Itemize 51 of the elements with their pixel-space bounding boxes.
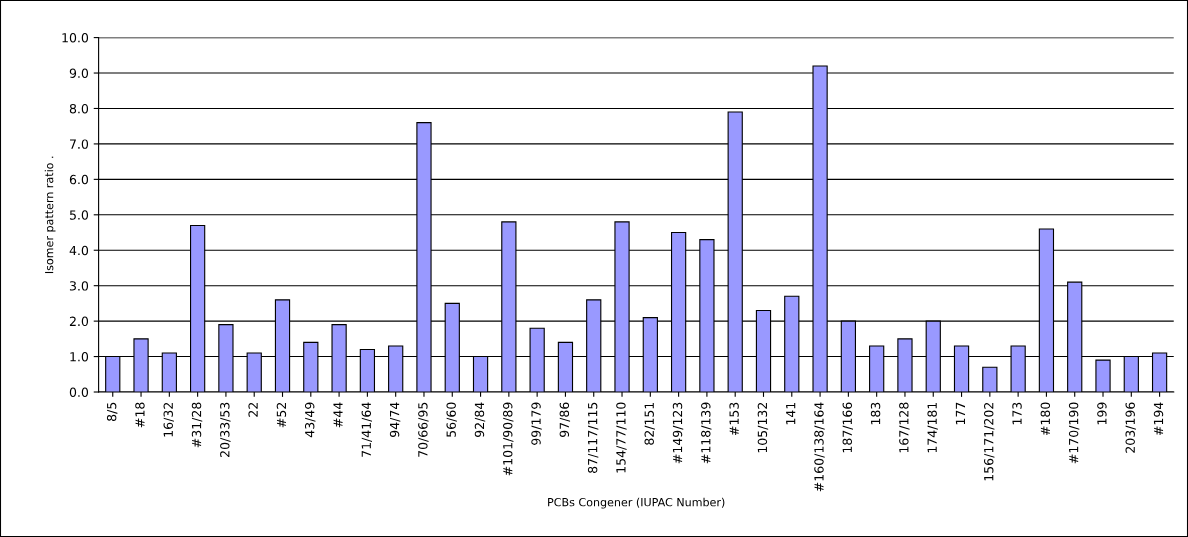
x-tick-label: #194 xyxy=(1153,402,1164,436)
x-tick-label: 8/5 xyxy=(106,402,118,421)
x-tick-label: 70/66/95 xyxy=(418,402,429,457)
x-tick-label: 183 xyxy=(870,402,881,425)
x-tick-label: 92/84 xyxy=(474,402,486,437)
x-tick-label: 87/117/115 xyxy=(587,402,599,473)
x-tick-label: 105/132 xyxy=(757,402,769,453)
x-tick-label: 177 xyxy=(955,402,965,425)
x-tick-label: 71/41/64 xyxy=(361,402,372,457)
x-tick-label: 20/33/53 xyxy=(220,402,231,457)
x-tick-label: 94/74 xyxy=(389,402,401,437)
x-tick-label: #118/139 xyxy=(701,402,712,464)
y-tick-label: 6.0 xyxy=(69,174,89,185)
x-tick-label: 16/32 xyxy=(163,402,174,437)
x-tick-label: #18 xyxy=(135,402,145,428)
x-tick-label: 43/49 xyxy=(304,402,316,438)
x-tick-label: #160/138/164 xyxy=(814,402,825,492)
x-tick-label: 22 xyxy=(248,402,258,417)
x-tick-label: 97/86 xyxy=(559,402,571,437)
y-tick-label: 0.0 xyxy=(69,387,89,397)
x-tick-label: 203/196 xyxy=(1125,402,1136,453)
x-tick-label: #44 xyxy=(333,402,343,428)
x-tick-label: 154/77/110 xyxy=(616,402,627,473)
y-tick-label: 10.0 xyxy=(62,33,89,43)
x-axis-title: PCBs Congener (IUPAC Number) xyxy=(548,497,725,509)
y-tick-label: 2.0 xyxy=(69,316,89,327)
y-tick-label: 9.0 xyxy=(69,68,89,78)
y-tick-label: 5.0 xyxy=(69,210,89,220)
y-tick-label: 7.0 xyxy=(70,139,89,149)
y-tick-label: 3.0 xyxy=(69,281,89,291)
x-tick-label: #31/28 xyxy=(191,402,203,448)
x-tick-label: #52 xyxy=(276,402,287,428)
x-tick-label: 187/166 xyxy=(842,402,853,453)
x-tick-label: 141 xyxy=(786,402,796,425)
x-tick-label: 199 xyxy=(1097,402,1107,425)
x-tick-label: 173 xyxy=(1012,402,1022,425)
x-tick-label: #149/123 xyxy=(672,402,684,464)
x-tick-label: 56/60 xyxy=(446,402,457,437)
x-tick-label: #153 xyxy=(729,402,739,436)
x-tick-label: 174/181 xyxy=(927,402,938,453)
x-tick-label: 167/128 xyxy=(899,402,910,453)
y-tick-label: 1.0 xyxy=(70,352,89,362)
x-tick-label: #180 xyxy=(1040,402,1051,436)
x-tick-label: 156/171/202 xyxy=(984,402,995,481)
x-tick-label: 82/151 xyxy=(644,402,655,445)
x-tick-label: 99/179 xyxy=(531,402,542,445)
x-tick-label: #101/90/89 xyxy=(503,402,514,476)
y-axis-title: Isomer pattern ratio . xyxy=(44,156,56,274)
y-tick-label: 4.0 xyxy=(69,245,89,256)
y-tick-label: 8.0 xyxy=(69,103,89,114)
x-tick-label: #170/190 xyxy=(1068,402,1080,464)
